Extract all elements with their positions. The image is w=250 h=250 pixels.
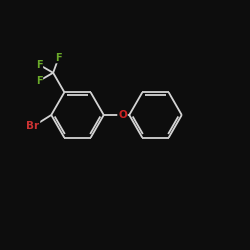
Text: O: O: [118, 110, 127, 120]
Text: F: F: [36, 60, 42, 70]
Text: F: F: [36, 76, 42, 86]
Text: F: F: [55, 52, 62, 62]
Text: Br: Br: [26, 121, 40, 130]
